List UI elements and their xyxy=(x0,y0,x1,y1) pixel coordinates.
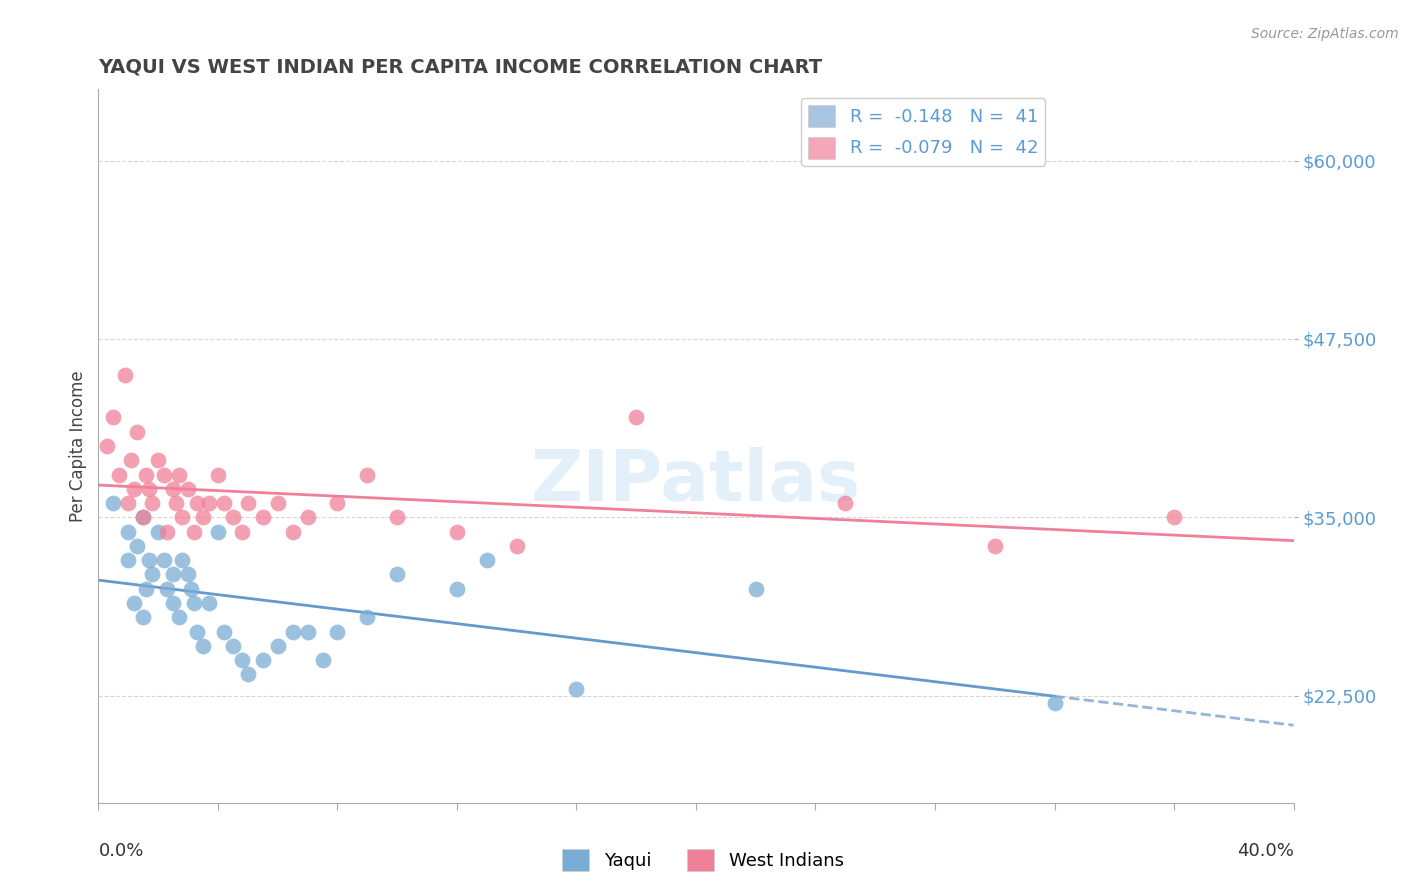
Point xyxy=(212,624,235,639)
Point xyxy=(120,453,142,467)
Point xyxy=(132,510,155,524)
Point xyxy=(117,524,139,539)
Point xyxy=(186,624,208,639)
Point xyxy=(156,524,179,539)
Point xyxy=(103,410,125,425)
Point xyxy=(103,496,125,510)
Point xyxy=(1043,696,1066,710)
Text: 0.0%: 0.0% xyxy=(98,842,143,860)
Point xyxy=(127,425,149,439)
Point xyxy=(138,553,160,567)
Point xyxy=(148,453,170,467)
Point xyxy=(446,524,468,539)
Point xyxy=(267,496,290,510)
Point xyxy=(385,510,409,524)
Legend: Yaqui, West Indians: Yaqui, West Indians xyxy=(555,842,851,879)
Point xyxy=(356,467,378,482)
Point xyxy=(177,567,200,582)
Point xyxy=(267,639,290,653)
Point xyxy=(135,467,157,482)
Point xyxy=(141,496,163,510)
Point xyxy=(183,596,205,610)
Point xyxy=(191,510,214,524)
Point xyxy=(1163,510,1185,524)
Point xyxy=(745,582,768,596)
Point xyxy=(186,496,208,510)
Point xyxy=(198,596,221,610)
Point xyxy=(162,482,184,496)
Point xyxy=(183,524,205,539)
Point xyxy=(172,510,194,524)
Point xyxy=(117,496,139,510)
Point xyxy=(153,553,176,567)
Point xyxy=(252,510,274,524)
Point xyxy=(141,567,163,582)
Point xyxy=(311,653,333,667)
Point xyxy=(385,567,409,582)
Point xyxy=(207,524,229,539)
Point xyxy=(984,539,1007,553)
Point xyxy=(153,467,176,482)
Point xyxy=(167,610,190,624)
Point xyxy=(114,368,136,382)
Point xyxy=(236,496,259,510)
Point xyxy=(207,467,229,482)
Point xyxy=(565,681,588,696)
Point xyxy=(236,667,259,681)
Point xyxy=(326,496,349,510)
Point xyxy=(297,624,319,639)
Point xyxy=(148,524,170,539)
Point xyxy=(326,624,349,639)
Point xyxy=(252,653,274,667)
Point xyxy=(212,496,235,510)
Point xyxy=(222,510,245,524)
Point xyxy=(281,524,304,539)
Point xyxy=(117,553,139,567)
Point xyxy=(162,567,184,582)
Point xyxy=(446,582,468,596)
Point xyxy=(124,482,146,496)
Point xyxy=(297,510,319,524)
Point xyxy=(356,610,378,624)
Point xyxy=(135,582,157,596)
Point xyxy=(281,624,304,639)
Point xyxy=(222,639,245,653)
Point xyxy=(156,582,179,596)
Point xyxy=(132,610,155,624)
Point xyxy=(231,653,253,667)
Point xyxy=(177,482,200,496)
Text: Source: ZipAtlas.com: Source: ZipAtlas.com xyxy=(1251,27,1399,41)
Point xyxy=(626,410,648,425)
Point xyxy=(124,596,146,610)
Text: YAQUI VS WEST INDIAN PER CAPITA INCOME CORRELATION CHART: YAQUI VS WEST INDIAN PER CAPITA INCOME C… xyxy=(98,57,823,77)
Text: ZIPatlas: ZIPatlas xyxy=(531,447,860,516)
Point xyxy=(198,496,221,510)
Point xyxy=(231,524,253,539)
Point xyxy=(108,467,131,482)
Point xyxy=(172,553,194,567)
Legend: R =  -0.148   N =  41, R =  -0.079   N =  42: R = -0.148 N = 41, R = -0.079 N = 42 xyxy=(801,98,1046,166)
Point xyxy=(834,496,856,510)
Text: 40.0%: 40.0% xyxy=(1237,842,1294,860)
Point xyxy=(506,539,529,553)
Point xyxy=(191,639,214,653)
Point xyxy=(96,439,118,453)
Point xyxy=(180,582,202,596)
Point xyxy=(475,553,498,567)
Point xyxy=(127,539,149,553)
Y-axis label: Per Capita Income: Per Capita Income xyxy=(69,370,87,522)
Point xyxy=(132,510,155,524)
Point xyxy=(162,596,184,610)
Point xyxy=(138,482,160,496)
Point xyxy=(165,496,187,510)
Point xyxy=(167,467,190,482)
